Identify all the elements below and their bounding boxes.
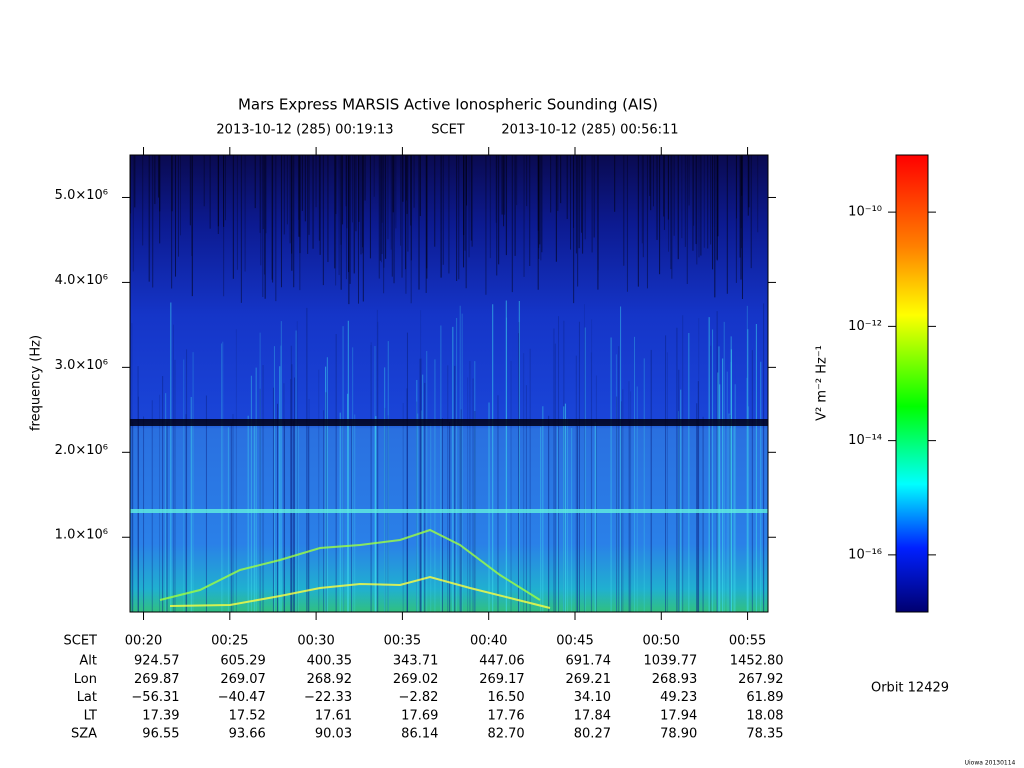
ephemeris-value: 268.93 [652,672,698,687]
colorbar-tick-label: 10⁻¹⁴ [848,433,882,448]
ephemeris-value: 691.74 [565,654,611,669]
texture-trace [159,528,541,601]
ephemeris-value: 605.29 [220,654,266,669]
ephemeris-value: 17.76 [487,708,524,723]
texture-band [130,509,768,513]
ephemeris-value: 86.14 [401,727,438,742]
y-tick-label: 4.0×10⁶ [55,273,108,288]
ephemeris-value: 16.50 [487,690,524,705]
ephemeris-label: Lat [77,690,97,705]
ephemeris-value: 269.02 [393,672,439,687]
time-end: 2013-10-12 (285) 00:56:11 [501,123,678,138]
y-tick-label: 5.0×10⁶ [55,188,108,203]
ephemeris-label: Alt [79,654,97,669]
ephemeris-value: 269.87 [134,672,180,687]
ephemeris-value: 17.84 [574,708,611,723]
ephemeris-value: 90.03 [315,727,352,742]
ephemeris-value: −56.31 [131,690,179,705]
colorbar-tick-label: 10⁻¹⁶ [848,547,882,562]
plot-frame [129,154,769,613]
ephemeris-value: 18.08 [746,708,783,723]
x-axis-label: SCET [64,634,98,649]
ephemeris-value: 17.39 [142,708,179,723]
x-tick-label: 00:40 [470,634,507,649]
ephemeris-value: 267.92 [738,672,784,687]
ephemeris-value: 93.66 [229,727,266,742]
y-axis-label: frequency (Hz) [29,335,44,431]
texture-trace [169,575,551,609]
ephemeris-value: 78.90 [660,727,697,742]
ephemeris-value: 269.07 [220,672,266,687]
ephemeris-value: 17.94 [660,708,697,723]
ephemeris-value: −2.82 [399,690,439,705]
colorbar-tick-label: 10⁻¹⁰ [848,205,882,220]
ephemeris-value: 268.92 [307,672,353,687]
texture-band [130,419,768,426]
time-start: 2013-10-12 (285) 00:19:13 [216,123,393,138]
ephemeris-value: 49.23 [660,690,697,705]
ephemeris-value: 96.55 [142,727,179,742]
x-tick-label: 00:20 [125,634,162,649]
orbit-label: Orbit 12429 [871,681,949,696]
ephemeris-value: 17.52 [229,708,266,723]
x-tick-label: 00:55 [729,634,766,649]
colorbar [895,154,929,613]
spectrogram [130,155,768,612]
ephemeris-value: 80.27 [574,727,611,742]
ephemeris-value: 17.69 [401,708,438,723]
ephemeris-label: SZA [71,727,97,742]
ephemeris-value: 400.35 [307,654,353,669]
ephemeris-value: −22.33 [304,690,352,705]
ephemeris-value: −40.47 [218,690,266,705]
ephemeris-value: 1039.77 [644,654,698,669]
ephemeris-value: 61.89 [746,690,783,705]
time-frame: SCET [431,123,465,138]
ephemeris-value: 82.70 [487,727,524,742]
ephemeris-value: 1452.80 [730,654,784,669]
ephemeris-label: LT [84,708,97,723]
x-tick-label: 00:30 [297,634,334,649]
spectrogram-background [130,155,768,612]
ephemeris-value: 34.10 [574,690,611,705]
ephemeris-value: 924.57 [134,654,180,669]
ephemeris-value: 269.21 [565,672,611,687]
ephemeris-value: 78.35 [746,727,783,742]
ephemeris-value: 447.06 [479,654,525,669]
y-tick-label: 2.0×10⁶ [55,443,108,458]
ephemeris-label: Lon [74,672,97,687]
y-tick-label: 1.0×10⁶ [55,528,108,543]
x-tick-label: 00:50 [643,634,680,649]
colorbar-label: V² m⁻² Hz⁻¹ [815,345,830,421]
x-tick-label: 00:25 [211,634,248,649]
y-tick-label: 3.0×10⁶ [55,358,108,373]
ephemeris-value: 343.71 [393,654,439,669]
colorbar-tick-label: 10⁻¹² [848,319,882,334]
ephemeris-value: 17.61 [315,708,352,723]
chart-title: Mars Express MARSIS Active Ionospheric S… [238,96,658,114]
ephemeris-value: 269.17 [479,672,525,687]
credit: Uiowa 20130114 [965,760,1016,767]
x-tick-label: 00:35 [384,634,421,649]
x-tick-label: 00:45 [556,634,593,649]
